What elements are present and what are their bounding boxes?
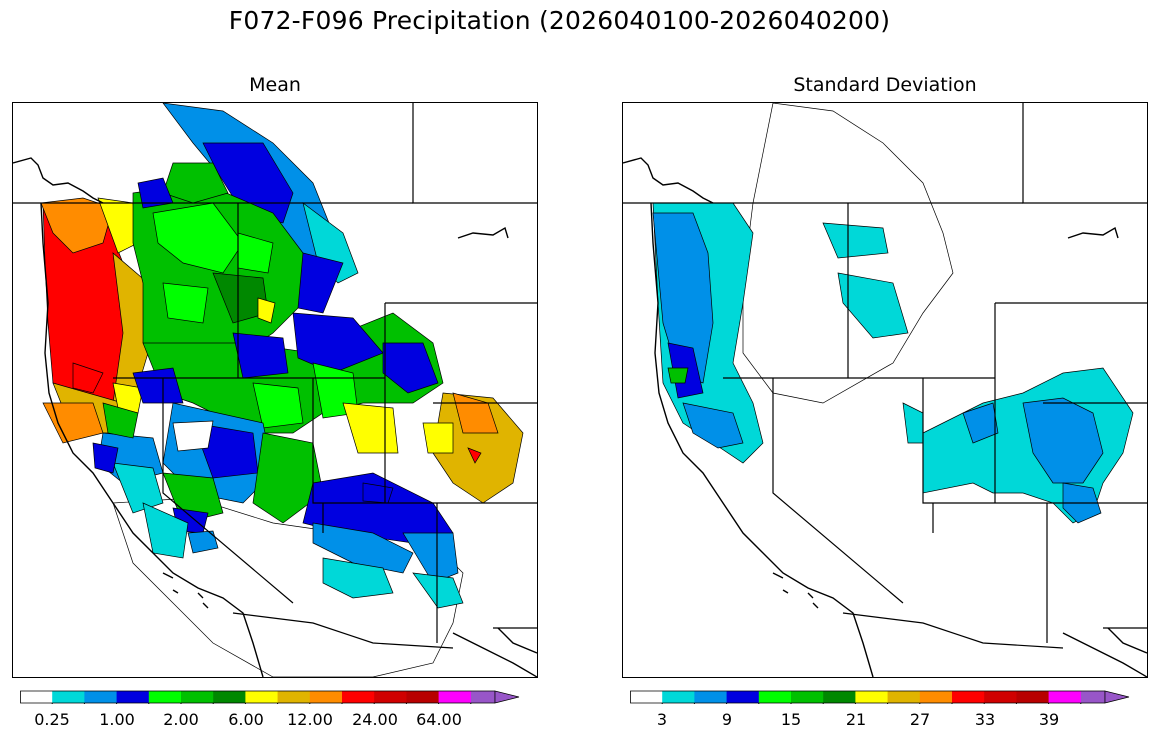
colorbar-swatch [84, 691, 118, 703]
mean-colorbar-swatches [20, 690, 520, 704]
colorbar-swatch [213, 691, 246, 703]
colorbar-swatch [20, 691, 53, 703]
mean-state-borders [13, 103, 537, 649]
mean-map-canvas [13, 103, 537, 677]
colorbar-swatch [952, 691, 985, 703]
colorbar-swatch [919, 691, 953, 703]
colorbar-swatch [1016, 691, 1050, 703]
stddev-colorbar-tick-label: 21 [845, 710, 867, 729]
colorbar-swatch [887, 691, 921, 703]
colorbar-swatch [406, 691, 440, 703]
stddev-basins [652, 103, 1134, 524]
stddev-map [622, 102, 1148, 678]
stddev-colorbar-tick-label: 27 [909, 710, 931, 729]
colorbar-swatch [984, 691, 1017, 703]
stddev-colorbar-tick-label: 39 [1038, 710, 1060, 729]
colorbar-swatch [438, 691, 472, 703]
stddev-map-canvas [623, 103, 1147, 677]
colorbar-swatch [277, 691, 311, 703]
mean-colorbar-tick-label: 12.00 [287, 710, 333, 729]
mean-colorbar-labels: 0.25 1.00 2.00 6.00 12.00 24.00 64.00 [20, 710, 532, 732]
colorbar-swatch [791, 691, 824, 703]
colorbar-outline [20, 690, 495, 704]
mean-colorbar-tick-label: 2.00 [163, 710, 199, 729]
colorbar-swatch [374, 691, 407, 703]
stddev-colorbar-swatches [630, 690, 1130, 704]
colorbar-swatch [823, 691, 856, 703]
mean-colorbar-tick-label: 6.00 [228, 710, 264, 729]
stddev-state-borders [623, 103, 1147, 649]
stddev-colorbar-tick-label: 33 [974, 710, 996, 729]
colorbar-swatch [855, 691, 889, 703]
colorbar-outline [630, 690, 1105, 704]
mean-colorbar-tick-label: 64.00 [416, 710, 462, 729]
colorbar-swatch [470, 691, 495, 703]
figure-title: F072-F096 Precipitation (2026040100-2026… [228, 6, 891, 35]
colorbar-swatch [694, 691, 728, 703]
colorbar-extend-arrow [1104, 690, 1130, 704]
colorbar-swatch [116, 691, 150, 703]
stddev-colorbar-tick-label: 15 [780, 710, 802, 729]
colorbar-swatch [309, 691, 343, 703]
mean-map [12, 102, 538, 678]
mean-colorbar-tick-label: 24.00 [352, 710, 398, 729]
colorbar-swatch [662, 691, 695, 703]
mean-coastline [13, 157, 537, 677]
colorbar-swatch [726, 691, 760, 703]
mean-colorbar [20, 689, 532, 704]
colorbar-swatch [1048, 691, 1082, 703]
colorbar-swatch [342, 691, 375, 703]
stddev-colorbar-tick-label: 3 [656, 710, 668, 729]
colorbar-swatch [758, 691, 792, 703]
colorbar-swatch [245, 691, 279, 703]
colorbar-swatch [630, 691, 663, 703]
mean-colorbar-tick-label: 0.25 [34, 710, 70, 729]
stddev-colorbar [630, 689, 1142, 704]
stddev-colorbar-labels: 3 9 15 21 27 33 39 [630, 710, 1142, 732]
colorbar-swatch [148, 691, 182, 703]
stddev-colorbar-tick-label: 9 [721, 710, 733, 729]
colorbar-swatch [181, 691, 214, 703]
mean-panel-title: Mean [249, 74, 301, 96]
colorbar-swatch [1080, 691, 1105, 703]
mean-basins [40, 103, 524, 677]
stddev-panel-title: Standard Deviation [793, 74, 977, 96]
stddev-coastline [623, 157, 1147, 677]
mean-colorbar-tick-label: 1.00 [99, 710, 135, 729]
colorbar-extend-arrow [494, 690, 520, 704]
colorbar-swatch [52, 691, 85, 703]
